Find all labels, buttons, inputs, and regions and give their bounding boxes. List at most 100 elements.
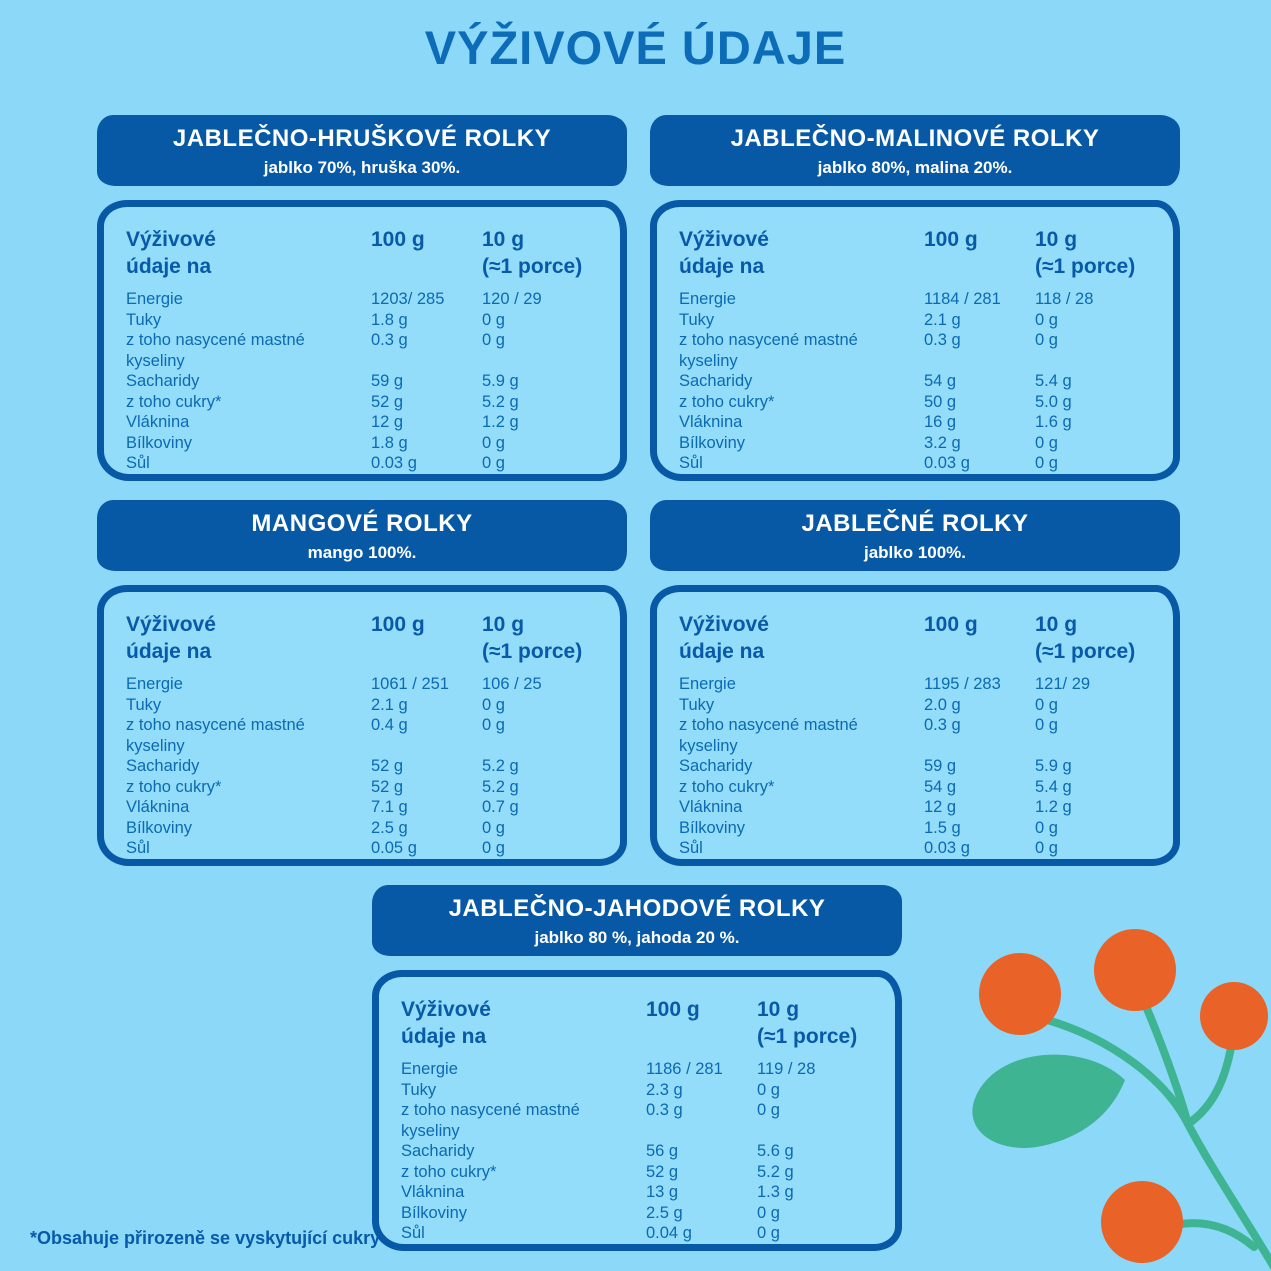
table-row: Energie 1195 / 283 121/ 29	[679, 674, 1159, 695]
nutrition-table: Výživové údaje na 100 g 10 g (≈1 porce) …	[650, 585, 1180, 866]
value-10g: 118 / 28	[1035, 290, 1094, 308]
berry-icon	[1094, 929, 1176, 1011]
value-100g: 13 g	[646, 1183, 679, 1201]
value-10g: 0 g	[1035, 331, 1058, 349]
row-label: Energie	[126, 290, 183, 308]
berry-icon	[1200, 982, 1268, 1050]
value-10g: 0 g	[482, 454, 505, 472]
panel-composition: jablko 100%.	[863, 543, 967, 562]
value-100g: 52 g	[371, 392, 404, 411]
value-10g: 0 g	[482, 695, 505, 714]
value-100g: 7.1 g	[371, 798, 408, 816]
value-10g: 106 / 25	[482, 675, 542, 693]
table-row: Sůl 0.04 g 0 g	[401, 1223, 881, 1244]
value-10g: 0 g	[757, 1203, 780, 1222]
row-label: Sůl	[126, 839, 150, 857]
value-10g: 120 / 29	[482, 290, 542, 308]
table-row: Sacharidy 56 g 5.6 g	[401, 1141, 881, 1162]
value-10g: 5.2 g	[482, 392, 519, 411]
value-100g: 0.3 g	[924, 716, 961, 734]
panel-title: MANGOVÉ ROLKY	[251, 510, 473, 537]
value-100g: 59 g	[371, 372, 404, 390]
value-10g: 5.4 g	[1035, 372, 1072, 390]
value-10g: 0 g	[757, 1224, 780, 1242]
value-10g: 5.2 g	[482, 757, 519, 775]
table-row: z toho cukry* 52 g 5.2 g	[126, 777, 606, 798]
table-row: Energie 1061 / 251 106 / 25	[126, 674, 606, 695]
table-row: z toho cukry* 54 g 5.4 g	[679, 777, 1159, 798]
row-label: z toho nasycené mastné kyseliny	[126, 331, 305, 370]
table-row: Energie 1184 / 281 118 / 28	[679, 289, 1159, 310]
panel-composition: jablko 70%, hruška 30%.	[263, 158, 461, 177]
panel-title: JABLEČNÉ ROLKY	[801, 510, 1029, 537]
table-row: Vláknina 16 g 1.6 g	[679, 412, 1159, 433]
nutrition-table: Výživové údaje na 100 g 10 g (≈1 porce) …	[372, 970, 902, 1251]
row-label: z toho cukry*	[126, 777, 222, 796]
row-label: Tuky	[679, 695, 715, 714]
value-100g: 54 g	[924, 372, 957, 390]
panel-title: JABLEČNO-JAHODOVÉ ROLKY	[448, 895, 826, 922]
row-label: Sůl	[679, 839, 703, 857]
table-row: Bílkoviny 1.5 g 0 g	[679, 818, 1159, 839]
value-10g: 0 g	[1035, 695, 1058, 714]
table-row: Vláknina 12 g 1.2 g	[679, 797, 1159, 818]
row-label: z toho cukry*	[679, 392, 775, 411]
nutrition-table: Výživové údaje na 100 g 10 g (≈1 porce) …	[97, 200, 627, 481]
value-10g: 0 g	[1035, 716, 1058, 734]
table-row: z toho cukry* 50 g 5.0 g	[679, 392, 1159, 413]
value-10g: 0 g	[482, 433, 505, 452]
page-title: VÝŽIVOVÉ ÚDAJE	[424, 21, 847, 74]
table-header-100g: 100 g	[371, 228, 425, 251]
table-row: Energie 1186 / 281 119 / 28	[401, 1059, 881, 1080]
table-header-100g: 100 g	[371, 613, 425, 636]
value-100g: 3.2 g	[924, 433, 961, 452]
table-row: Bílkoviny 2.5 g 0 g	[126, 818, 606, 839]
value-10g: 0 g	[757, 1101, 780, 1119]
row-label: z toho nasycené mastné kyseliny	[679, 716, 858, 755]
table-row: Sůl 0.03 g 0 g	[679, 453, 1159, 474]
table-row: z toho nasycené mastné kyseliny 0.3 g 0 g	[679, 330, 1159, 371]
value-100g: 0.03 g	[924, 454, 970, 472]
nutrition-panel: JABLEČNO-MALINOVÉ ROLKY jablko 80%, mali…	[650, 115, 1180, 481]
table-row: Sacharidy 52 g 5.2 g	[126, 756, 606, 777]
row-label: Vláknina	[126, 798, 190, 816]
table-row: Tuky 2.1 g 0 g	[679, 310, 1159, 331]
value-100g: 0.05 g	[371, 839, 417, 857]
table-header-row: Výživové údaje na 100 g 10 g (≈1 porce)	[401, 996, 881, 1050]
value-10g: 0 g	[482, 839, 505, 857]
value-10g: 1.3 g	[757, 1183, 794, 1201]
value-10g: 5.2 g	[482, 777, 519, 796]
value-10g: 0 g	[1035, 818, 1058, 837]
value-100g: 50 g	[924, 392, 957, 411]
row-label: Sacharidy	[126, 372, 200, 390]
table-row: Bílkoviny 2.5 g 0 g	[401, 1203, 881, 1224]
value-100g: 0.03 g	[371, 454, 417, 472]
table-header-10g: 10 g (≈1 porce)	[482, 613, 583, 663]
table-row: Sacharidy 54 g 5.4 g	[679, 371, 1159, 392]
panel-title: JABLEČNO-HRUŠKOVÉ ROLKY	[172, 125, 552, 152]
table-row: Sacharidy 59 g 5.9 g	[679, 756, 1159, 777]
table-header-row: Výživové údaje na 100 g 10 g (≈1 porce)	[126, 226, 606, 280]
panel-header: JABLEČNO-HRUŠKOVÉ ROLKY jablko 70%, hruš…	[97, 115, 627, 186]
table-header-label: Výživové údaje na	[126, 613, 216, 663]
value-100g: 2.5 g	[646, 1203, 683, 1222]
value-10g: 1.6 g	[1035, 413, 1072, 431]
value-100g: 0.4 g	[371, 716, 408, 734]
value-10g: 0 g	[1035, 839, 1058, 857]
table-row: z toho nasycené mastné kyseliny 0.3 g 0 g	[679, 715, 1159, 756]
table-header-100g: 100 g	[924, 613, 978, 636]
berry-icon	[979, 953, 1061, 1035]
table-header-10g: 10 g (≈1 porce)	[1035, 613, 1136, 663]
table-header-10g: 10 g (≈1 porce)	[482, 228, 583, 278]
nutrition-table: Výživové údaje na 100 g 10 g (≈1 porce) …	[650, 200, 1180, 481]
table-row: Vláknina 7.1 g 0.7 g	[126, 797, 606, 818]
row-label: Sacharidy	[679, 757, 753, 775]
table-header-row: Výživové údaje na 100 g 10 g (≈1 porce)	[679, 611, 1159, 665]
value-10g: 5.9 g	[482, 372, 519, 390]
row-label: Tuky	[126, 310, 162, 329]
table-row: z toho cukry* 52 g 5.2 g	[401, 1162, 881, 1183]
nutrition-panel: MANGOVÉ ROLKY mango 100%. Výživové údaje…	[97, 500, 627, 866]
value-10g: 0 g	[482, 818, 505, 837]
